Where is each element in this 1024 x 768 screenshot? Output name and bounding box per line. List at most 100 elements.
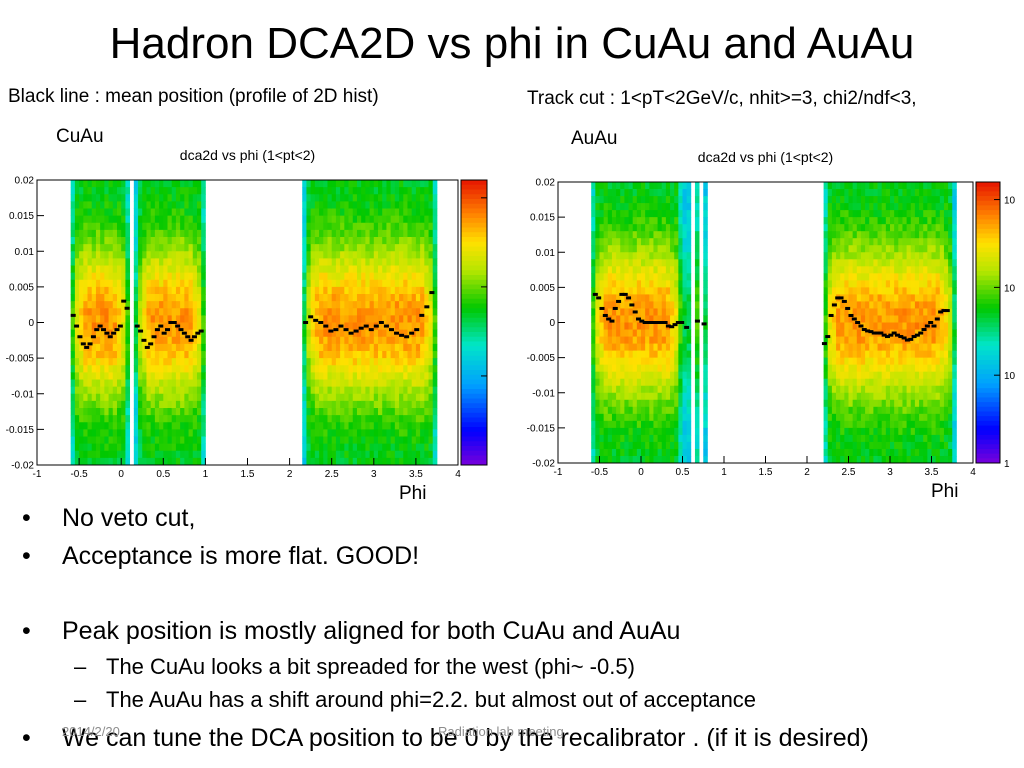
profile-point	[141, 338, 147, 342]
profile-point	[185, 335, 191, 339]
profile-point	[831, 303, 837, 307]
profile-point	[858, 324, 864, 328]
sub-bullet-text: The AuAu has a shift around phi=2.2. but…	[106, 687, 757, 712]
y-tick-label: 0.01	[536, 248, 556, 259]
profile-point	[662, 321, 668, 324]
bullet-text: We can tune the DCA position to be 0 by …	[62, 724, 869, 752]
x-tick-label: -1	[554, 467, 563, 478]
x-tick-label: 4	[455, 469, 461, 480]
auau-x-axis-label: Phi	[931, 481, 959, 502]
profile-point	[348, 331, 354, 335]
x-tick-label: 1.5	[241, 469, 255, 480]
y-tick-label: 0.015	[9, 211, 34, 222]
bullet-dot: •	[22, 542, 31, 570]
profile-point	[90, 335, 96, 339]
profile-point	[107, 335, 113, 339]
profile-point	[649, 321, 655, 324]
profile-point	[368, 328, 374, 332]
cuau-dca-heatmap: dca2d vs phi (1<pt<2) -1 -0.5 0 0.5 1 1.5 2 2.5 3…	[6, 147, 488, 480]
profile-point	[855, 321, 861, 324]
profile-point	[851, 317, 857, 321]
profile-point	[921, 328, 927, 332]
profile-point	[885, 335, 891, 339]
profile-point	[861, 328, 867, 332]
profile-point	[165, 328, 171, 332]
x-tick-label: 3.5	[409, 469, 423, 480]
profile-point	[308, 315, 314, 319]
profile-point	[87, 342, 93, 346]
profile-point	[114, 328, 120, 332]
profile-point	[639, 319, 645, 323]
profile-point	[414, 328, 420, 332]
profile-point	[158, 324, 164, 328]
profile-point	[619, 292, 625, 296]
y-tick-label: -0.02	[532, 459, 555, 470]
profile-point	[592, 292, 598, 296]
profile-point	[616, 299, 622, 303]
profile-point	[111, 331, 117, 335]
profile-point	[148, 342, 154, 346]
x-tick-label: 1	[203, 469, 209, 480]
profile-point	[632, 310, 638, 314]
x-tick-label: -0.5	[591, 467, 609, 478]
profile-point	[835, 296, 841, 300]
profile-point	[938, 310, 944, 314]
bullet-dot: •	[22, 724, 31, 752]
profile-point	[154, 328, 160, 332]
profile-point	[383, 324, 389, 328]
profile-point	[323, 324, 329, 328]
profile-point	[875, 331, 881, 335]
profile-point	[124, 306, 130, 310]
profile-point	[424, 305, 430, 309]
profile-point	[626, 296, 632, 300]
colorbar	[460, 179, 488, 466]
bullet-text: Peak position is mostly aligned for both…	[62, 617, 681, 645]
y-tick-label: -0.01	[532, 388, 555, 399]
profile-point	[313, 318, 319, 322]
profile-point	[825, 335, 831, 339]
profile-point	[924, 324, 930, 328]
profile-point	[901, 336, 907, 340]
profile-point	[404, 335, 410, 339]
profile-point	[343, 328, 349, 332]
profile-point	[429, 291, 435, 295]
profile-point	[74, 324, 80, 328]
x-tick-label: 1.5	[759, 467, 773, 478]
profile-point	[168, 321, 174, 324]
profile-point	[191, 335, 197, 339]
profile-point	[871, 331, 877, 335]
profile-point	[645, 321, 651, 324]
profile-point	[665, 324, 671, 328]
profile-point	[636, 317, 642, 321]
y-tick-label: 0.02	[15, 176, 35, 187]
cuau-label: CuAu	[56, 126, 104, 147]
profile-point	[97, 324, 103, 328]
profile-point	[672, 323, 678, 327]
x-tick-label: 2.5	[325, 469, 339, 480]
auau-dca-heatmap: dca2d vs phi (1<pt<2) -1 -0.5 0 0.5 1 1.5 2 2.5 3…	[527, 149, 1015, 478]
profile-point	[848, 313, 854, 317]
colorbar	[975, 181, 1001, 464]
x-tick-label: 2	[287, 469, 293, 480]
auau-label: AuAu	[571, 128, 618, 149]
x-tick-label: 0.5	[676, 467, 690, 478]
x-tick-label: 0	[118, 469, 124, 480]
x-tick-label: 4	[970, 467, 976, 478]
profile-point	[652, 321, 658, 324]
sub-bullet-text: The CuAu looks a bit spreaded for the we…	[106, 654, 635, 679]
profile-point	[878, 331, 884, 335]
profile-point	[659, 321, 665, 324]
y-tick-label: -0.015	[6, 425, 35, 436]
y-tick-label: 0.015	[530, 213, 555, 224]
profile-point	[914, 333, 920, 337]
profile-point	[378, 321, 384, 324]
profile-point	[944, 309, 950, 313]
y-tick-label: 0	[549, 318, 555, 329]
colorbar-tick-label: 10	[1004, 371, 1015, 382]
x-tick-label: 1	[721, 467, 727, 478]
profile-point	[888, 333, 894, 337]
profile-point	[655, 321, 661, 324]
profile-point	[138, 329, 144, 333]
profile-point	[198, 329, 204, 333]
x-tick-label: 2	[804, 467, 810, 478]
